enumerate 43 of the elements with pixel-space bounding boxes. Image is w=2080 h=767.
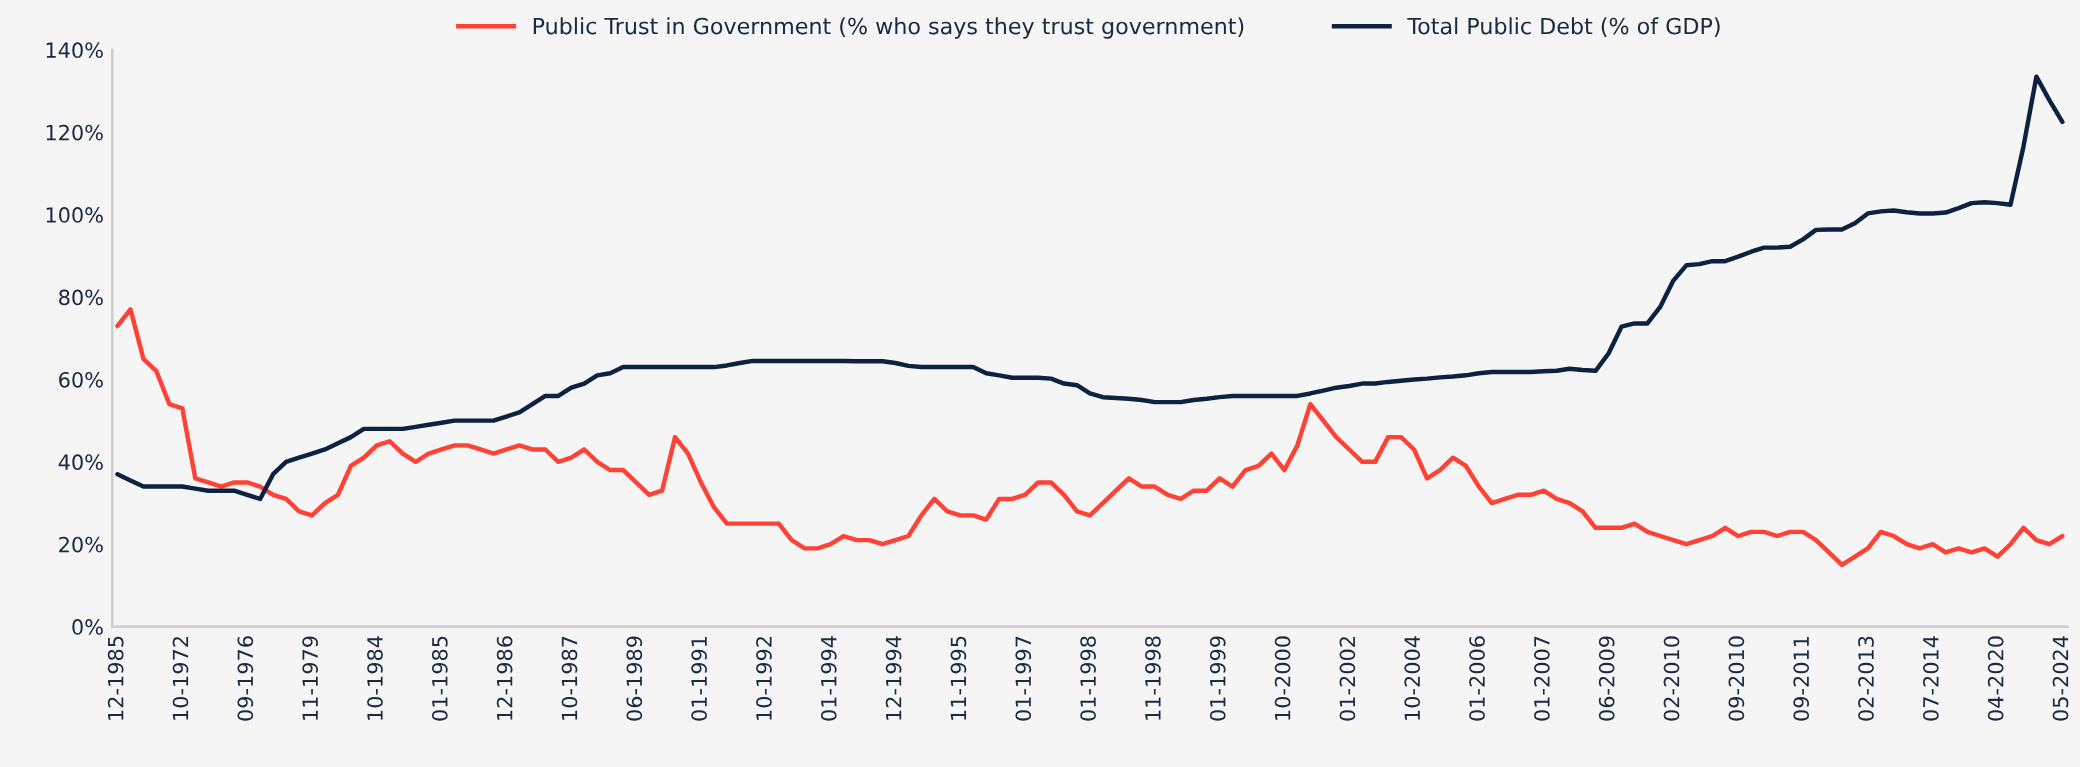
x-tick-label: 01-1994 [820, 636, 837, 721]
x-tick-label: 10-1984 [367, 636, 383, 720]
line-series [115, 307, 2065, 568]
x-tick-label: 10-1972 [172, 637, 189, 720]
legend-label: Total Public Debt (% of GDP) [1407, 17, 1720, 38]
x-tick-label: 12-1985 [107, 636, 124, 720]
x-tick-label: 01-2007 [1534, 636, 1550, 721]
x-tick-label: 09-1976 [237, 636, 254, 721]
legend-label: Public Trust in Government (% who says they trust government) [533, 17, 1244, 39]
x-tick-label: 06-2009 [1598, 636, 1615, 721]
y-tick-label: 100% [46, 207, 103, 223]
y-tick-label: 140% [46, 42, 103, 59]
x-tick-label: 02-2013 [1858, 636, 1874, 721]
x-tick-label: 11-1995 [950, 636, 967, 720]
x-tick-label: 01-1997 [1015, 636, 1032, 721]
x-tick-label: 10-1992 [756, 637, 772, 720]
x-tick-label: 06-1989 [626, 636, 643, 721]
x-tick-label: 09-2010 [1728, 636, 1745, 721]
x-tick-label: 10-1987 [561, 636, 578, 720]
y-tick-label: 60% [59, 371, 103, 388]
x-tick-label: 05-2024 [2052, 636, 2069, 721]
x-tick-label: 07-2014 [1922, 636, 1939, 721]
x-tick-label: 12-1994 [885, 636, 902, 720]
line-series [115, 74, 2065, 502]
y-tick-label: 0% [72, 619, 103, 635]
x-tick-label: 10-2000 [1274, 636, 1291, 720]
y-tick-label: 40% [58, 454, 103, 471]
x-tick-label: 10-2004 [1404, 636, 1421, 720]
x-tick-label: 02-2010 [1663, 636, 1680, 721]
x-tick-label: 01-1985 [431, 636, 448, 721]
y-tick-label: 120% [46, 124, 103, 141]
x-tick-label: 04-2020 [1987, 636, 2004, 721]
x-tick-label: 01-1991 [691, 636, 707, 721]
x-tick-label: 11-1998 [1145, 636, 1161, 720]
x-tick-label: 01-1999 [1209, 636, 1226, 721]
x-tick-label: 09-2011 [1793, 636, 1810, 721]
x-tick-label: 01-1998 [1080, 636, 1096, 721]
y-tick-label: 80% [59, 289, 103, 306]
x-tick-label: 01-2006 [1469, 636, 1485, 721]
x-tick-label: 01-2002 [1339, 637, 1356, 721]
y-tick-label: 20% [59, 536, 103, 553]
x-tick-label: 11-1979 [302, 636, 319, 720]
x-tick-label: 12-1986 [496, 636, 513, 720]
